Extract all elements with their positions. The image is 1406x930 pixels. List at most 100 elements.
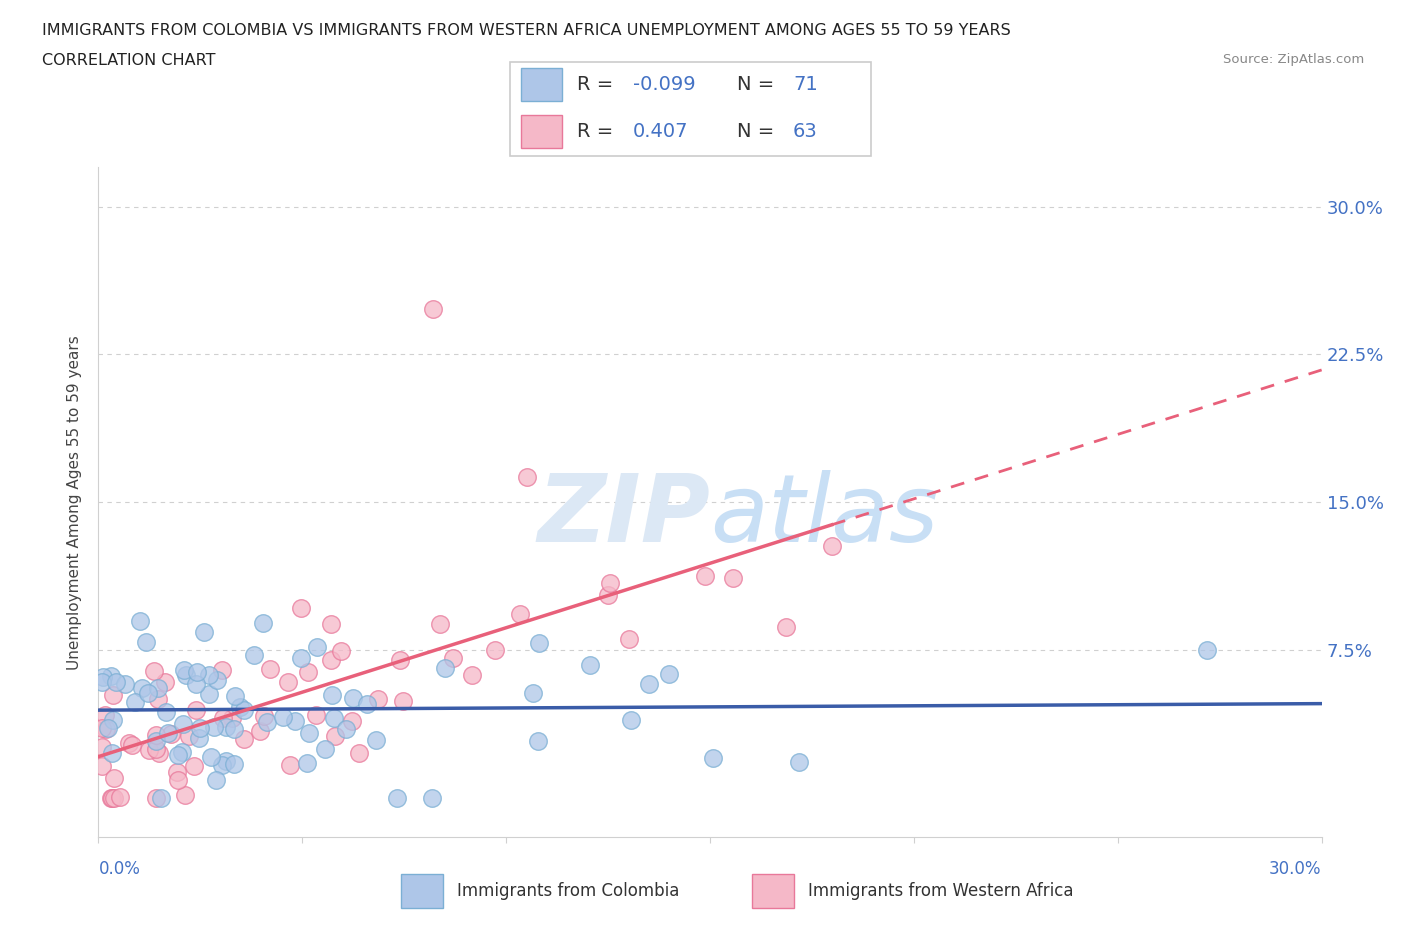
- Point: [297, 665, 319, 680]
- Point: [149, 790, 172, 805]
- Text: CORRELATION CHART: CORRELATION CHART: [42, 53, 215, 68]
- Point: [91, 721, 114, 736]
- Point: [295, 756, 318, 771]
- Point: [305, 640, 328, 655]
- Point: [429, 617, 451, 631]
- Point: [138, 742, 160, 757]
- Point: [146, 691, 169, 706]
- Point: [129, 613, 152, 628]
- Point: [243, 648, 266, 663]
- Point: [367, 692, 389, 707]
- Text: ZIP: ZIP: [537, 470, 710, 562]
- Text: Immigrants from Colombia: Immigrants from Colombia: [457, 882, 679, 900]
- Text: 30.0%: 30.0%: [1270, 860, 1322, 878]
- Text: R =: R =: [576, 122, 613, 141]
- Point: [101, 790, 124, 805]
- Point: [516, 469, 538, 484]
- Point: [186, 676, 208, 691]
- Point: [153, 674, 176, 689]
- Point: [124, 695, 146, 710]
- Point: [356, 697, 378, 711]
- Point: [186, 664, 208, 679]
- Text: R =: R =: [576, 75, 613, 94]
- Point: [174, 788, 197, 803]
- Point: [433, 660, 456, 675]
- Point: [578, 658, 600, 672]
- Point: [207, 673, 229, 688]
- Point: [198, 686, 221, 701]
- Point: [335, 722, 357, 737]
- Point: [278, 757, 301, 772]
- Point: [723, 570, 745, 585]
- Point: [249, 724, 271, 738]
- Point: [100, 790, 122, 805]
- Point: [298, 725, 321, 740]
- Point: [145, 790, 167, 805]
- Point: [319, 617, 342, 631]
- Point: [366, 733, 388, 748]
- Point: [305, 707, 328, 722]
- Text: -0.099: -0.099: [633, 75, 696, 94]
- Text: 63: 63: [793, 122, 818, 141]
- Point: [103, 790, 125, 805]
- Point: [204, 772, 226, 787]
- Point: [145, 734, 167, 749]
- Point: [441, 650, 464, 665]
- Point: [527, 734, 550, 749]
- Point: [224, 688, 246, 703]
- Point: [224, 722, 246, 737]
- Y-axis label: Unemployment Among Ages 55 to 59 years: Unemployment Among Ages 55 to 59 years: [67, 335, 83, 670]
- Point: [91, 670, 114, 684]
- Point: [145, 727, 167, 742]
- Point: [821, 538, 844, 553]
- Text: 0.407: 0.407: [633, 122, 689, 141]
- Text: 71: 71: [793, 75, 818, 94]
- Text: 0.0%: 0.0%: [98, 860, 141, 878]
- Point: [211, 662, 233, 677]
- Point: [252, 616, 274, 631]
- Point: [277, 674, 299, 689]
- Point: [389, 652, 412, 667]
- FancyBboxPatch shape: [522, 68, 562, 101]
- Point: [100, 669, 122, 684]
- Point: [619, 631, 641, 646]
- Point: [215, 753, 238, 768]
- Point: [145, 741, 167, 756]
- Point: [290, 650, 312, 665]
- Point: [599, 576, 621, 591]
- Point: [118, 736, 141, 751]
- Point: [392, 693, 415, 708]
- Point: [1197, 643, 1219, 658]
- Point: [422, 301, 444, 316]
- Point: [91, 675, 114, 690]
- Point: [460, 668, 482, 683]
- Point: [177, 728, 200, 743]
- Point: [290, 601, 312, 616]
- Point: [155, 704, 177, 719]
- Point: [787, 755, 810, 770]
- Point: [97, 721, 120, 736]
- Point: [176, 668, 198, 683]
- Point: [321, 687, 343, 702]
- Point: [114, 676, 136, 691]
- Point: [229, 699, 252, 714]
- Point: [253, 708, 276, 723]
- FancyBboxPatch shape: [752, 874, 794, 908]
- Point: [156, 725, 179, 740]
- Point: [385, 790, 408, 805]
- Point: [202, 719, 225, 734]
- Point: [232, 731, 254, 746]
- Point: [259, 661, 281, 676]
- FancyBboxPatch shape: [522, 115, 562, 149]
- Point: [702, 751, 724, 765]
- Point: [509, 606, 531, 621]
- Point: [284, 713, 307, 728]
- Point: [94, 722, 117, 737]
- Point: [319, 652, 342, 667]
- Text: IMMIGRANTS FROM COLOMBIA VS IMMIGRANTS FROM WESTERN AFRICA UNEMPLOYMENT AMONG AG: IMMIGRANTS FROM COLOMBIA VS IMMIGRANTS F…: [42, 23, 1011, 38]
- Point: [256, 714, 278, 729]
- Point: [167, 773, 190, 788]
- Text: Immigrants from Western Africa: Immigrants from Western Africa: [808, 882, 1074, 900]
- Point: [529, 635, 551, 650]
- Point: [166, 764, 188, 779]
